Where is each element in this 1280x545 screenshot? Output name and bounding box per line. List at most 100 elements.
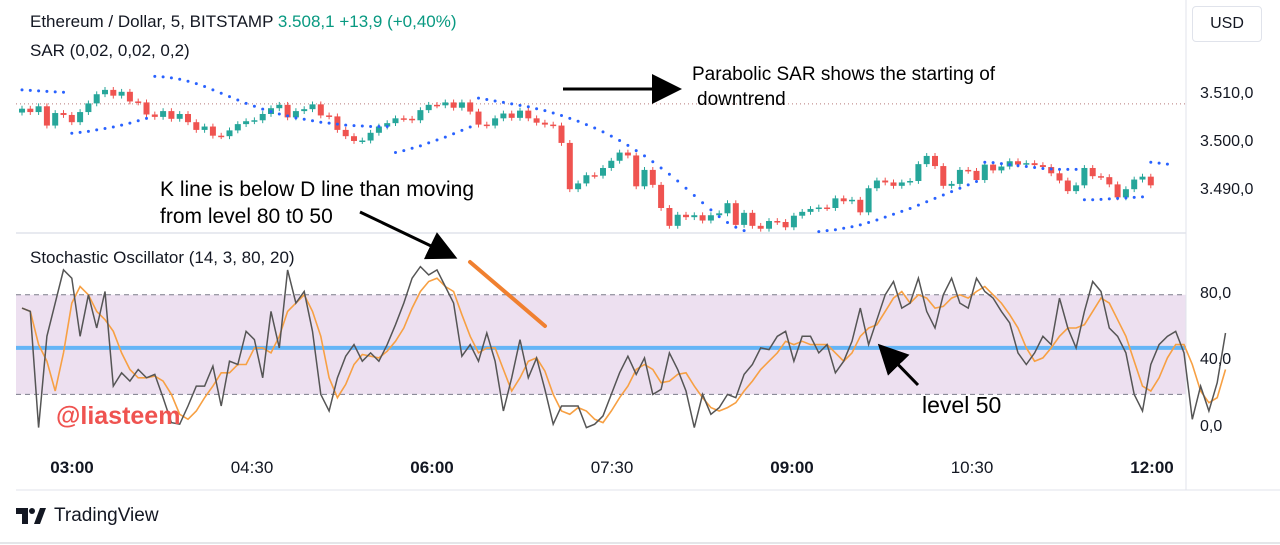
currency-button[interactable]: USD	[1192, 6, 1262, 42]
sar-dot	[825, 229, 829, 233]
candle-body	[666, 208, 673, 226]
tradingview-brand: TradingView	[54, 505, 159, 526]
candle-body	[475, 111, 482, 125]
candle-body	[392, 118, 399, 124]
candle-body	[400, 118, 407, 120]
sar-dot	[925, 200, 929, 204]
time-tick-label: 04:30	[230, 458, 274, 477]
candle-body	[27, 108, 34, 113]
candle-body	[541, 122, 548, 125]
candle	[907, 178, 914, 186]
candle	[533, 115, 540, 126]
sar-dot	[86, 129, 90, 133]
candle-body	[782, 221, 789, 228]
candle-body	[483, 124, 490, 127]
sar-dot	[1157, 161, 1161, 165]
sar-dot	[261, 107, 265, 111]
candle-body	[68, 114, 75, 123]
candle	[68, 112, 75, 126]
price-tick-label: 3.490,0	[1200, 181, 1254, 199]
candle	[832, 195, 839, 211]
sar-dot	[833, 228, 837, 232]
sar-dot	[1107, 197, 1111, 201]
footer[interactable]: TradingView	[16, 505, 159, 527]
time-tick-label: 10:30	[950, 458, 994, 477]
candle	[1139, 173, 1146, 183]
candle	[1147, 173, 1154, 189]
candle	[143, 99, 150, 118]
candle	[550, 121, 557, 129]
candle-body	[807, 208, 814, 212]
candle	[741, 209, 748, 228]
sar-dot	[584, 123, 588, 127]
candle-body	[824, 207, 831, 210]
sar-dot	[186, 79, 190, 83]
candle-body	[558, 125, 565, 143]
candle	[467, 99, 474, 115]
sar-dot	[394, 151, 397, 155]
candle-body	[633, 155, 640, 187]
candle-body	[160, 111, 167, 117]
sar-legend: SAR (0,02, 0,02, 0,2)	[30, 41, 190, 60]
candle	[782, 219, 789, 231]
candle-body	[981, 164, 988, 181]
sar-dot	[676, 179, 680, 183]
candle-body	[907, 181, 914, 183]
sar-dot	[219, 91, 223, 95]
sar-dot	[916, 203, 920, 207]
sar-dot	[252, 104, 256, 108]
candle	[699, 212, 706, 224]
sar-dot	[867, 220, 871, 224]
candle-body	[442, 102, 449, 106]
sar-annotation-line2: downtrend	[697, 89, 786, 110]
candle	[93, 91, 100, 107]
sar-dot	[1074, 167, 1078, 171]
candle	[218, 132, 225, 140]
sar-dot	[62, 90, 65, 94]
candle-body	[19, 108, 25, 113]
sar-dot	[28, 88, 32, 92]
sar-dot	[726, 220, 729, 224]
candle	[517, 107, 523, 121]
candle	[77, 109, 84, 126]
candle-body	[1023, 163, 1030, 165]
k-line	[21, 265, 1227, 429]
candle-body	[126, 91, 133, 102]
candle-body	[52, 113, 59, 126]
candle	[732, 200, 739, 228]
candle-body	[93, 94, 100, 104]
candle-body	[517, 110, 523, 118]
candle-body	[732, 203, 739, 225]
candle	[998, 163, 1005, 174]
candle-body	[649, 169, 656, 185]
candle	[641, 167, 648, 190]
sar-dot	[244, 101, 248, 105]
candle	[948, 181, 955, 189]
candle	[1081, 165, 1088, 189]
candle	[600, 165, 606, 179]
candle	[35, 103, 42, 115]
candle-body	[873, 180, 880, 189]
candle-body	[193, 122, 200, 130]
sar-dot	[302, 117, 306, 121]
candle-body	[43, 106, 50, 126]
candle	[434, 101, 440, 109]
candle	[1056, 170, 1063, 184]
sar-dot	[435, 138, 439, 142]
candle	[19, 105, 25, 116]
sar-dot	[1149, 160, 1153, 164]
sar-dot	[1008, 163, 1012, 167]
sar-dot	[734, 225, 738, 229]
candle-body	[840, 198, 847, 202]
candle-body	[185, 113, 191, 123]
candle	[135, 98, 142, 106]
sar-dot	[145, 116, 148, 120]
candle-body	[857, 199, 864, 213]
candle-body	[865, 188, 872, 213]
candle-body	[1098, 176, 1104, 178]
candle-body	[342, 129, 349, 137]
candle	[351, 133, 357, 144]
candle	[882, 177, 889, 186]
sar-dot	[643, 154, 646, 158]
sar-dot	[468, 125, 472, 129]
